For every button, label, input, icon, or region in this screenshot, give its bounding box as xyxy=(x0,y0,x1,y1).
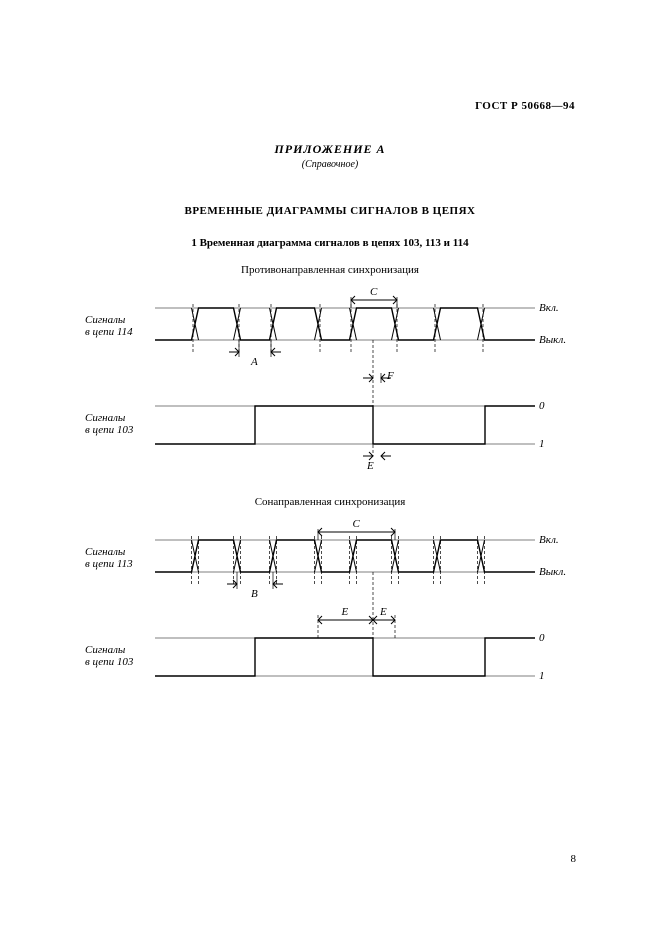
doc-header: ГОСТ Р 50668—94 xyxy=(85,100,575,112)
appendix-sub: (Справочное) xyxy=(85,159,575,170)
diagram2-caption: Сонаправленная синхронизация xyxy=(85,496,575,508)
page-number: 8 xyxy=(571,853,577,865)
appendix-title: ПРИЛОЖЕНИЕ A xyxy=(85,142,575,157)
section-title: 1 Временная диаграмма сигналов в цепях 1… xyxy=(85,237,575,249)
diagram1: Сигналы в цепи 114Сигналы в цепи 103Вкл.… xyxy=(85,288,575,468)
main-title: ВРЕМЕННЫЕ ДИАГРАММЫ СИГНАЛОВ В ЦЕПЯХ xyxy=(85,205,575,217)
diagram1-caption: Противонаправленная синхронизация xyxy=(85,264,575,276)
diagram2: Сигналы в цепи 113Сигналы в цепи 103Вкл.… xyxy=(85,520,575,700)
